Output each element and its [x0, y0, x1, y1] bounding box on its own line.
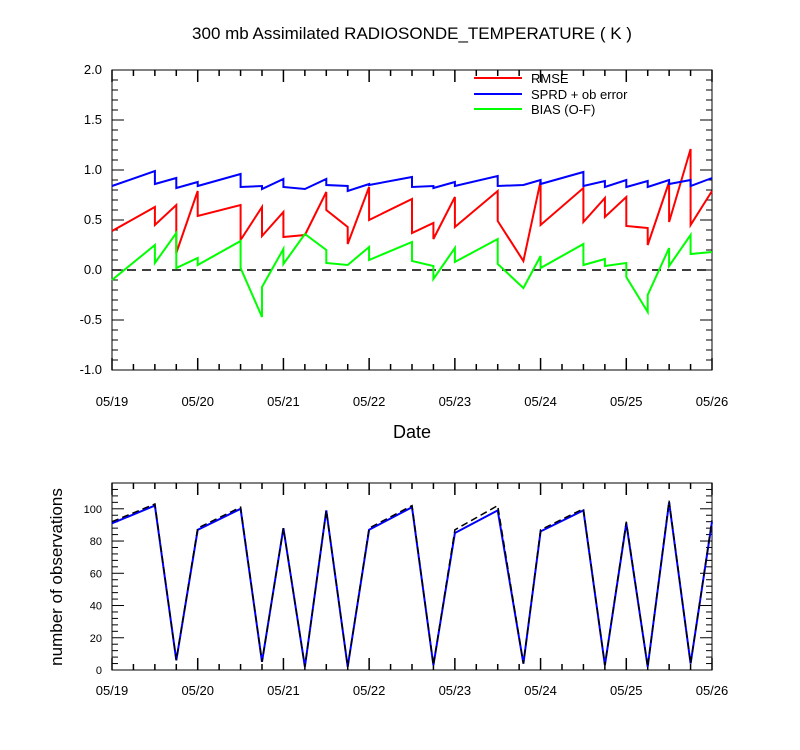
y-tick-label: 0	[96, 665, 102, 677]
y-tick-label: 0.0	[84, 262, 102, 277]
x-tick-label: 05/21	[267, 683, 300, 698]
x-tick-label: 05/20	[181, 394, 214, 409]
x-tick-label: 05/22	[353, 394, 386, 409]
x-tick-label: 05/25	[610, 683, 643, 698]
x-tick-label: 05/19	[96, 683, 129, 698]
y-tick-label: 40	[90, 601, 102, 613]
bottom-axis-ticks: 05/19 05/20 05/21 05/22 05/23 05/24 05/25 05/26…	[84, 482, 729, 698]
x-tick-label: 05/23	[439, 683, 472, 698]
y-tick-label: 1.0	[84, 162, 102, 177]
y-tick-label: 100	[84, 504, 102, 516]
series-line-bias-o-f	[111, 229, 713, 318]
series-line-obs-used	[111, 502, 713, 667]
series-line-sprd-ob-error	[111, 169, 713, 193]
y-tick-label: 0.5	[84, 212, 102, 227]
top-series-lines	[111, 148, 713, 318]
x-tick-label: 05/24	[524, 394, 557, 409]
legend-label: RMSE	[531, 71, 569, 86]
x-tick-label: 05/23	[439, 394, 472, 409]
y-axis-label-observations: number of observations	[47, 488, 66, 666]
y-tick-label: -1.0	[80, 362, 102, 377]
series-line-rmse	[111, 148, 713, 264]
legend-label: SPRD + ob error	[531, 87, 628, 102]
x-tick-label: 05/26	[696, 394, 729, 409]
x-tick-label: 05/24	[524, 683, 557, 698]
legend-label: BIAS (O-F)	[531, 102, 595, 117]
x-tick-label: 05/26	[696, 683, 729, 698]
y-tick-label: 60	[90, 568, 102, 580]
x-tick-label: 05/25	[610, 394, 643, 409]
y-tick-label: 1.5	[84, 112, 102, 127]
x-tick-label: 05/22	[353, 683, 386, 698]
y-tick-label: 2.0	[84, 62, 102, 77]
x-axis-label: Date	[393, 422, 431, 442]
x-tick-label: 05/20	[181, 683, 214, 698]
y-tick-label: 20	[90, 633, 102, 645]
y-tick-label: 80	[90, 536, 102, 548]
chart-title: 300 mb Assimilated RADIOSONDE_TEMPERATUR…	[192, 24, 632, 43]
y-tick-label: -0.5	[80, 312, 102, 327]
x-tick-label: 05/21	[267, 394, 300, 409]
x-tick-label: 05/19	[96, 394, 129, 409]
series-line-obs-possible	[111, 500, 713, 667]
top-axis-ticks: 05/19 05/20 05/21 05/22 05/23 05/24 05/25 05/26…	[80, 62, 729, 409]
bottom-series-lines	[111, 500, 713, 667]
